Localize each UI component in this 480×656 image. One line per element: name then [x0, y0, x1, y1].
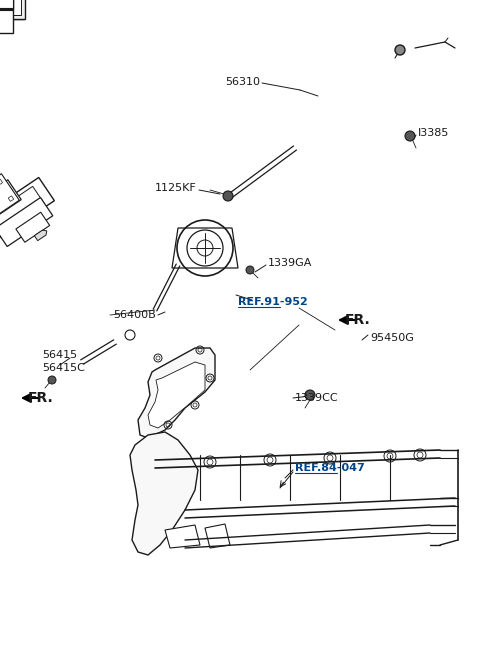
Polygon shape: [165, 525, 200, 548]
Text: REF.84-047: REF.84-047: [295, 463, 365, 473]
Text: REF.91-952: REF.91-952: [238, 297, 308, 307]
Text: 56415: 56415: [42, 350, 77, 360]
Polygon shape: [0, 180, 21, 228]
Circle shape: [305, 390, 315, 400]
Text: 56310: 56310: [225, 77, 260, 87]
Polygon shape: [35, 230, 47, 241]
Polygon shape: [0, 186, 44, 242]
Polygon shape: [0, 0, 15, 10]
Polygon shape: [0, 197, 53, 247]
Circle shape: [405, 131, 415, 141]
Polygon shape: [16, 212, 50, 242]
Text: 1339CC: 1339CC: [295, 393, 338, 403]
Circle shape: [395, 45, 405, 55]
Polygon shape: [0, 0, 12, 9]
Polygon shape: [0, 178, 54, 251]
Text: I3385: I3385: [418, 128, 449, 138]
Polygon shape: [0, 174, 19, 220]
Polygon shape: [0, 0, 12, 10]
Text: 1339GA: 1339GA: [268, 258, 312, 268]
Circle shape: [246, 266, 254, 274]
Polygon shape: [8, 196, 14, 201]
Polygon shape: [0, 0, 21, 15]
Text: 1125KF: 1125KF: [155, 183, 197, 193]
Text: FR.: FR.: [28, 391, 54, 405]
Polygon shape: [0, 176, 3, 215]
Text: 56415C: 56415C: [42, 363, 85, 373]
Text: 95450G: 95450G: [370, 333, 414, 343]
Polygon shape: [205, 524, 230, 548]
Polygon shape: [0, 179, 2, 185]
Polygon shape: [148, 362, 205, 428]
Polygon shape: [0, 0, 24, 19]
Polygon shape: [172, 228, 238, 268]
Polygon shape: [0, 0, 12, 33]
Polygon shape: [0, 0, 25, 19]
Text: FR.: FR.: [345, 313, 371, 327]
Polygon shape: [138, 348, 215, 438]
Circle shape: [223, 191, 233, 201]
Polygon shape: [0, 0, 12, 8]
Polygon shape: [130, 432, 198, 555]
Circle shape: [48, 376, 56, 384]
Text: 56400B: 56400B: [113, 310, 156, 320]
Polygon shape: [0, 0, 20, 15]
